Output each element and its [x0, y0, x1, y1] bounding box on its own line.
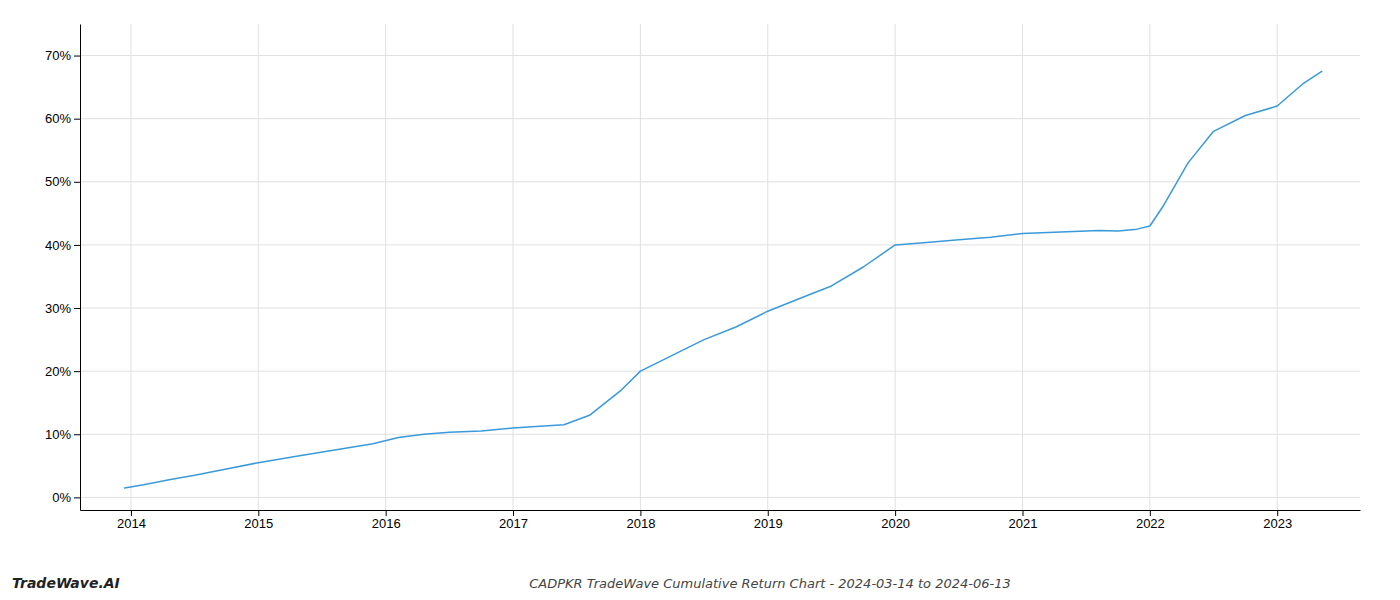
grid-line	[80, 497, 1360, 498]
tick-mark	[74, 371, 80, 372]
tick-mark	[258, 510, 259, 516]
grid-line	[1022, 24, 1023, 510]
x-axis: 2014 2015 2016 2017 2018 2019 2020 2021 2022 2023	[81, 510, 1361, 531]
tick: 2017	[499, 510, 528, 531]
tick: 2023	[1263, 510, 1292, 531]
grid-line	[80, 55, 1360, 56]
tick: 2020	[881, 510, 910, 531]
tick: 30%	[45, 301, 80, 316]
grid-line	[640, 24, 641, 510]
tick-mark	[74, 182, 80, 183]
tick: 2022	[1136, 510, 1165, 531]
tick-label: 2015	[244, 516, 273, 531]
tick-label: 10%	[45, 427, 71, 442]
tick-label: 60%	[45, 111, 71, 126]
line	[125, 71, 1322, 488]
grid	[80, 24, 1360, 510]
grid-line	[80, 118, 1360, 119]
tick: 0%	[52, 490, 80, 505]
tick-label: 0%	[52, 490, 71, 505]
title: CADPKR TradeWave Cumulative Return Chart…	[529, 576, 1010, 591]
tick: 70%	[45, 48, 80, 63]
chart: 2014 2015 2016 2017 2018 2019 2020 2021 2022 2023…	[0, 0, 1400, 600]
tick-label: 2020	[881, 516, 910, 531]
grid-line	[80, 434, 1360, 435]
tick: 2015	[244, 510, 273, 531]
tick: 10%	[45, 427, 80, 442]
tick-label: 40%	[45, 238, 71, 253]
grid-line	[130, 24, 131, 510]
plot-area	[125, 71, 1322, 488]
tick-mark	[895, 510, 896, 516]
tick: 2014	[117, 510, 146, 531]
tick-mark	[1022, 510, 1023, 516]
tick-label: 50%	[45, 174, 71, 189]
tick-label: 2014	[117, 516, 146, 531]
grid-line	[80, 244, 1360, 245]
grid-line	[80, 181, 1360, 182]
tick-mark	[513, 510, 514, 516]
tick-mark	[74, 119, 80, 120]
tick-label: 2018	[626, 516, 655, 531]
tick-mark	[74, 434, 80, 435]
tick-mark	[74, 497, 80, 498]
tick: 2016	[372, 510, 401, 531]
grid-line	[80, 371, 1360, 372]
tick-mark	[74, 56, 80, 57]
tick-mark	[640, 510, 641, 516]
grid-line	[80, 308, 1360, 309]
grid-line	[258, 24, 259, 510]
tick: 2019	[754, 510, 783, 531]
tick: 40%	[45, 238, 80, 253]
grid-line	[1277, 24, 1278, 510]
tick-mark	[131, 510, 132, 516]
tick-label: 30%	[45, 301, 71, 316]
tick-label: 70%	[45, 48, 71, 63]
tick-label: 2022	[1136, 516, 1165, 531]
tick-mark	[74, 308, 80, 309]
tick-mark	[386, 510, 387, 516]
tick-mark	[768, 510, 769, 516]
tick-mark	[1150, 510, 1151, 516]
grid-line	[513, 24, 514, 510]
annotation: TradeWave.AI	[12, 575, 120, 591]
axis-line	[81, 510, 1361, 511]
y-axis: 0% 10% 20% 30% 40% 50% 60% 70%	[45, 25, 81, 511]
grid-line	[1149, 24, 1150, 510]
tick-label: 2019	[754, 516, 783, 531]
tick: 50%	[45, 174, 80, 189]
grid-line	[385, 24, 386, 510]
tick: 2018	[626, 510, 655, 531]
axis-line	[80, 25, 81, 511]
tick-label: 2021	[1009, 516, 1038, 531]
tick-mark	[1277, 510, 1278, 516]
tick: 2021	[1009, 510, 1038, 531]
tick-label: 2016	[372, 516, 401, 531]
tick-label: 2023	[1263, 516, 1292, 531]
tick-label: 20%	[45, 364, 71, 379]
grid-line	[767, 24, 768, 510]
tick: 20%	[45, 364, 80, 379]
tick-label: 2017	[499, 516, 528, 531]
tick-mark	[74, 245, 80, 246]
tick: 60%	[45, 111, 80, 126]
grid-line	[895, 24, 896, 510]
